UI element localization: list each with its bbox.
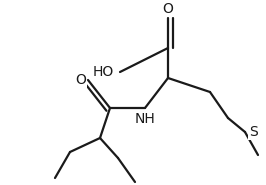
Text: S: S	[249, 125, 258, 139]
Text: HO: HO	[93, 65, 114, 79]
Text: NH: NH	[135, 112, 155, 126]
Text: O: O	[163, 2, 173, 16]
Text: O: O	[75, 73, 86, 87]
